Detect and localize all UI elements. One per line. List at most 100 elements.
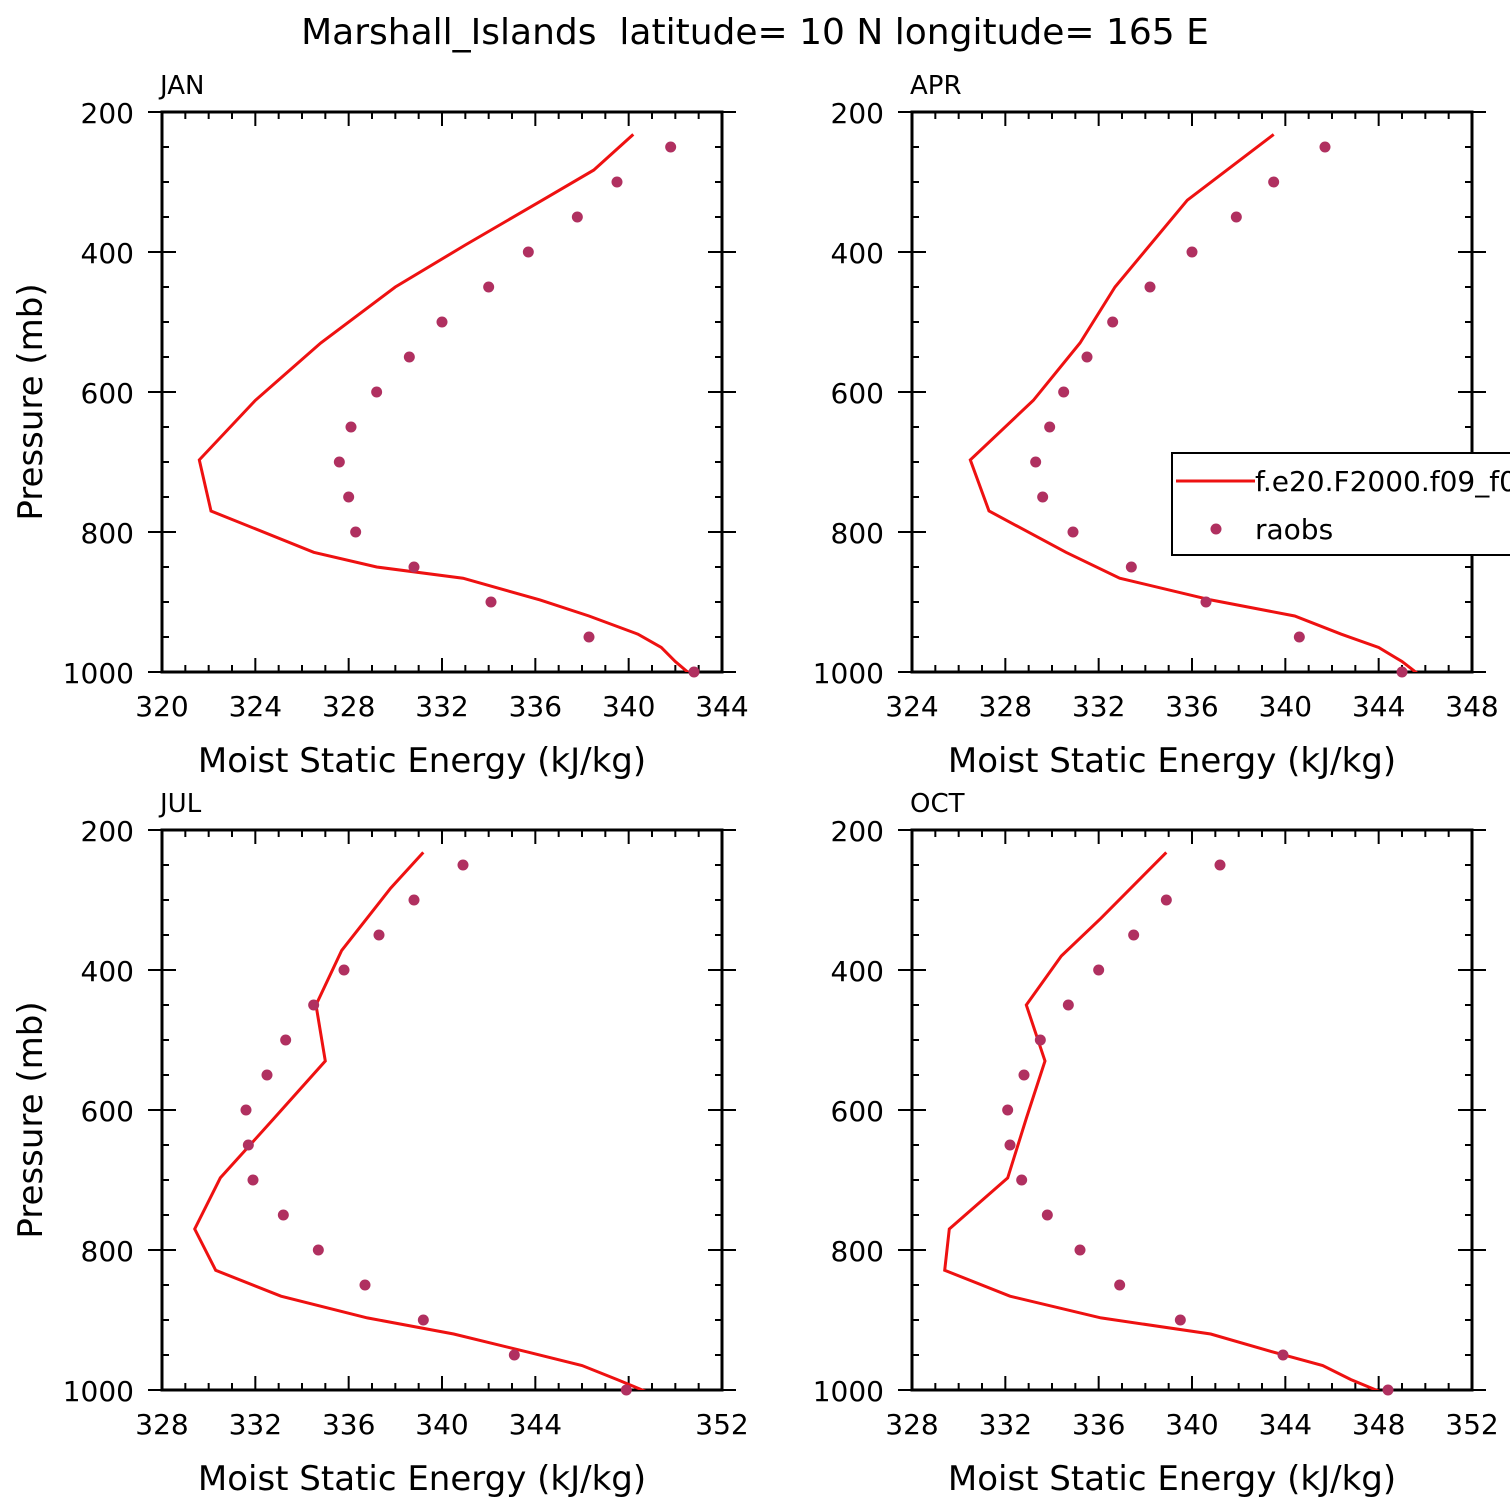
panel-title: JAN <box>158 71 204 101</box>
raobs-point <box>1107 316 1119 328</box>
model-series-line <box>197 133 690 672</box>
raobs-point <box>1004 1139 1016 1151</box>
raobs-point <box>1114 1279 1126 1291</box>
x-tick-label: 332 <box>415 690 468 723</box>
y-tick-label: 800 <box>831 517 884 550</box>
y-tick-label: 800 <box>81 1235 134 1268</box>
x-tick-label: 336 <box>322 1408 375 1441</box>
y-tick-label: 800 <box>81 517 134 550</box>
raobs-point <box>611 176 623 188</box>
x-axis-label: Moist Static Energy (kJ/kg) <box>948 1459 1396 1499</box>
y-tick-label: 200 <box>81 97 134 130</box>
raobs-point <box>242 1139 254 1151</box>
x-tick-label: 344 <box>509 1408 562 1441</box>
raobs-point <box>1058 386 1070 398</box>
x-axis-label: Moist Static Energy (kJ/kg) <box>198 1459 646 1499</box>
plot-frame <box>910 828 1474 1392</box>
raobs-point <box>408 894 420 906</box>
x-tick-label: 344 <box>695 690 748 723</box>
y-tick-label: 200 <box>831 815 884 848</box>
y-axis-label: Pressure (mb) <box>11 283 51 520</box>
raobs-point <box>247 1174 259 1186</box>
raobs-point <box>408 561 420 573</box>
model-series-line <box>193 851 647 1390</box>
model-series-line <box>943 851 1380 1390</box>
x-tick-label: 336 <box>1165 690 1218 723</box>
x-tick-label: 340 <box>602 690 655 723</box>
x-tick-label: 352 <box>1445 1408 1498 1441</box>
raobs-point <box>1293 631 1305 643</box>
raobs-point <box>1041 1209 1053 1221</box>
raobs-point <box>371 386 383 398</box>
x-tick-label: 336 <box>509 690 562 723</box>
raobs-point <box>1128 929 1140 941</box>
raobs-point <box>1093 964 1105 976</box>
raobs-point <box>688 666 700 678</box>
raobs-point <box>1214 859 1226 871</box>
x-tick-label: 324 <box>885 690 938 723</box>
raobs-point <box>403 351 415 363</box>
raobs-point <box>1144 281 1156 293</box>
x-tick-label: 320 <box>135 690 188 723</box>
x-axis-label: Moist Static Energy (kJ/kg) <box>948 741 1396 781</box>
raobs-point <box>583 631 595 643</box>
raobs-point <box>1062 999 1074 1011</box>
raobs-point <box>1034 1034 1046 1046</box>
x-tick-label: 332 <box>229 1408 282 1441</box>
y-tick-label: 200 <box>81 815 134 848</box>
y-tick-label: 800 <box>831 1235 884 1268</box>
panel-apr: 324 328 332 336 340 344 348 200 400 600 800 1000 APR… <box>813 71 1510 781</box>
raobs-point <box>240 1104 252 1116</box>
raobs-point <box>280 1034 292 1046</box>
raobs-point <box>1277 1349 1289 1361</box>
raobs-point <box>1125 561 1137 573</box>
x-tick-label: 324 <box>229 690 282 723</box>
y-tick-label: 1000 <box>813 1375 884 1408</box>
y-tick-label: 600 <box>831 377 884 410</box>
raobs-point <box>1230 211 1242 223</box>
x-tick-label: 344 <box>1352 690 1405 723</box>
y-tick-label: 400 <box>81 237 134 270</box>
raobs-point <box>1030 456 1042 468</box>
x-tick-label: 344 <box>1259 1408 1312 1441</box>
raobs-point <box>1382 1384 1394 1396</box>
raobs-point <box>1160 894 1172 906</box>
x-axis-label: Moist Static Energy (kJ/kg) <box>198 741 646 781</box>
raobs-point <box>522 246 534 258</box>
y-tick-label: 600 <box>831 1095 884 1128</box>
x-tick-label: 336 <box>1072 1408 1125 1441</box>
raobs-point <box>312 1244 324 1256</box>
raobs-point <box>1002 1104 1014 1116</box>
panel-jan: 320 324 328 332 336 340 344 200 400 600 800 1000 JAN… <box>11 71 749 781</box>
legend-box <box>1171 452 1510 556</box>
raobs-point <box>338 964 350 976</box>
raobs-point <box>333 456 345 468</box>
panel-title: JUL <box>158 789 202 819</box>
legend-obs-swatch <box>1210 523 1222 535</box>
y-tick-label: 400 <box>831 237 884 270</box>
raobs-point <box>308 999 320 1011</box>
raobs-point <box>345 421 357 433</box>
raobs-point <box>1174 1314 1186 1326</box>
raobs-point <box>261 1069 273 1081</box>
raobs-point <box>1018 1069 1030 1081</box>
y-tick-label: 1000 <box>63 1375 134 1408</box>
raobs-point <box>1037 491 1049 503</box>
model-series-line <box>968 133 1419 672</box>
raobs-point <box>436 316 448 328</box>
legend-obs-label: raobs <box>1255 513 1333 546</box>
y-tick-label: 200 <box>831 97 884 130</box>
raobs-point <box>483 281 495 293</box>
x-tick-label: 340 <box>415 1408 468 1441</box>
raobs-point <box>277 1209 289 1221</box>
raobs-point <box>1067 526 1079 538</box>
raobs-point <box>373 929 385 941</box>
raobs-point <box>350 526 362 538</box>
raobs-point <box>1044 421 1056 433</box>
figure-title: Marshall_Islands latitude= 10 N longitud… <box>301 12 1209 53</box>
raobs-point <box>1186 246 1198 258</box>
x-tick-label: 332 <box>979 1408 1032 1441</box>
raobs-point <box>620 1384 632 1396</box>
